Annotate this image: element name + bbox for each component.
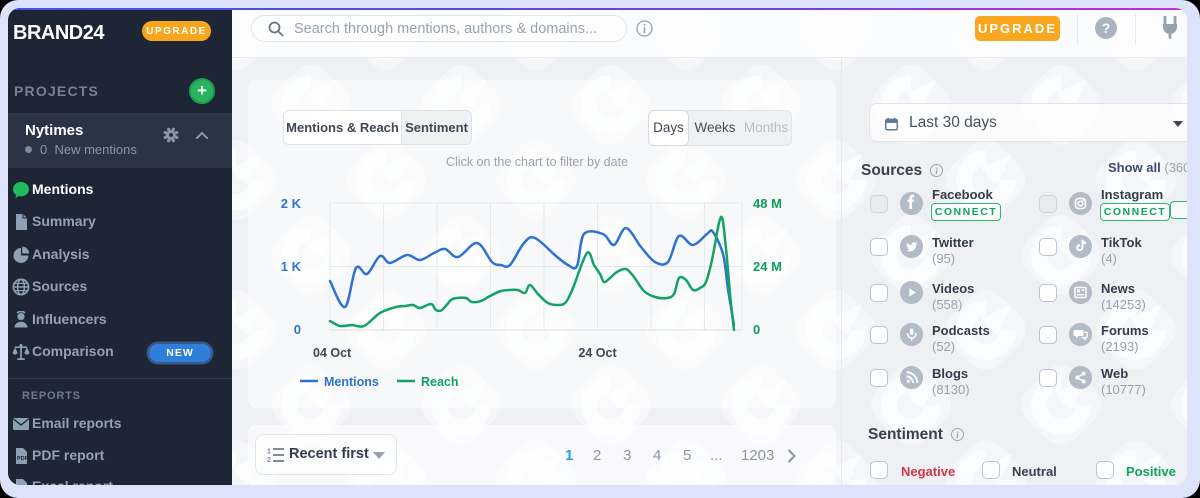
svg-text:Mentions: Mentions — [324, 375, 379, 389]
svg-text:24 M: 24 M — [753, 259, 782, 274]
svg-text:0: 0 — [294, 322, 301, 337]
svg-text:2 K: 2 K — [281, 196, 302, 211]
svg-text:0: 0 — [753, 322, 760, 337]
svg-text:2: 2 — [267, 457, 271, 463]
svg-text:1: 1 — [267, 449, 271, 456]
svg-text:1 K: 1 K — [281, 259, 302, 274]
svg-text:Reach: Reach — [421, 375, 459, 389]
svg-text:PDF: PDF — [17, 456, 29, 462]
svg-text:24 Oct: 24 Oct — [578, 346, 617, 360]
svg-text:48 M: 48 M — [753, 196, 782, 211]
svg-text:04 Oct: 04 Oct — [313, 346, 352, 360]
